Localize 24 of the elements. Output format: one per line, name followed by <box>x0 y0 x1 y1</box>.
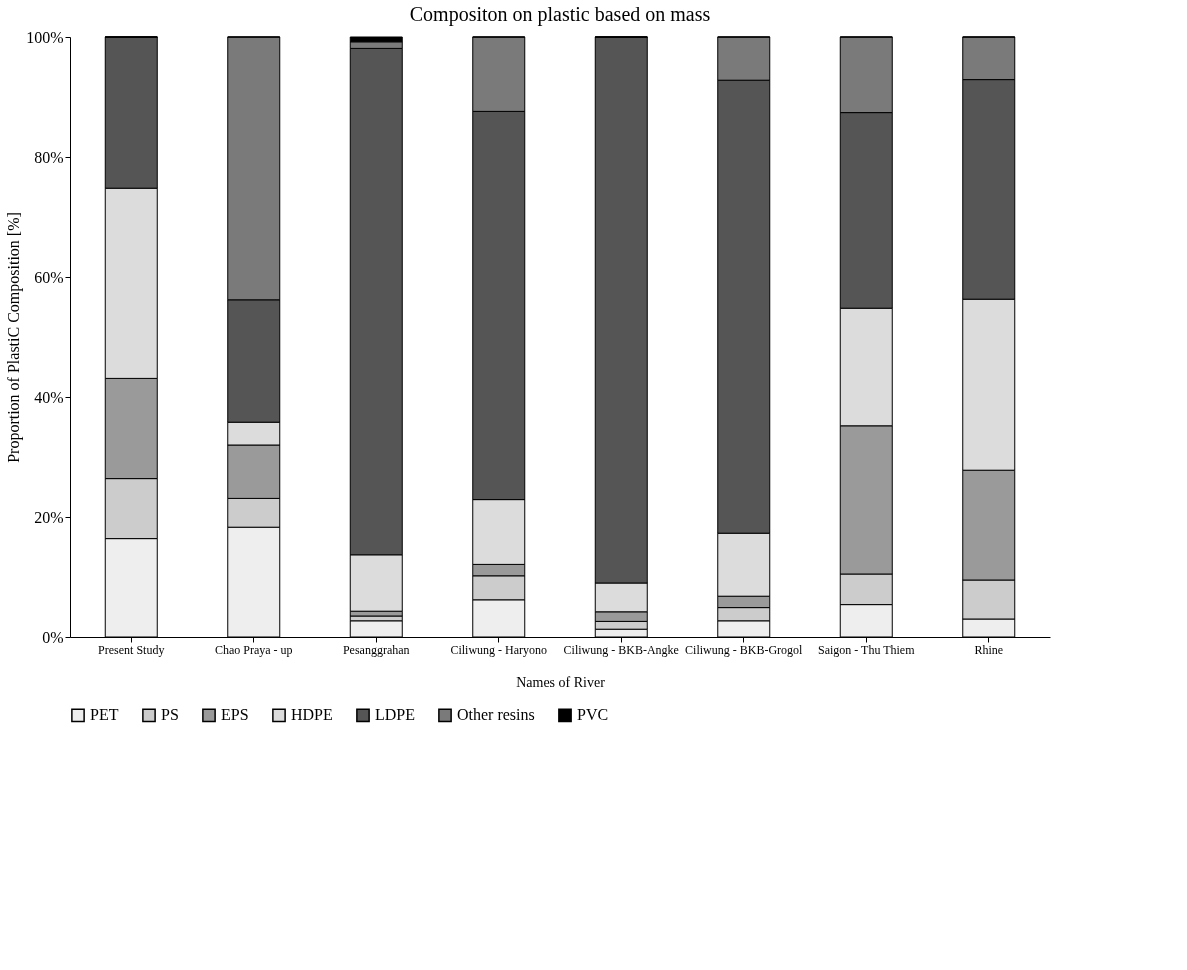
legend-label: EPS <box>221 706 249 724</box>
x-tick-label: Ciliwung - BKB-Angke <box>563 642 679 657</box>
y-tick-label: 80% <box>34 148 64 166</box>
y-tick-label: 100% <box>26 28 64 46</box>
x-tick-label: Rhine <box>974 642 1004 657</box>
legend-label: LDPE <box>375 706 415 724</box>
y-tick-label: 40% <box>34 388 64 406</box>
legend-label: HDPE <box>291 706 333 724</box>
x-tick-label: Chao Praya - up <box>214 642 293 657</box>
legend-label: Other resins <box>457 706 535 724</box>
y-tick-label: 0% <box>42 628 64 646</box>
x-tick-label: Pesanggrahan <box>342 642 410 657</box>
legend-label: PS <box>161 706 179 724</box>
x-tick-label: Saigon - Thu Thiem <box>817 642 916 657</box>
x-axis-title: Names of River <box>516 674 606 690</box>
legend-label: PET <box>90 706 119 724</box>
y-tick-label: 20% <box>34 508 64 526</box>
legend-label: PVC <box>577 706 609 724</box>
y-tick-label: 60% <box>34 268 64 286</box>
y-axis-title: Proportion of PlastiC Composition [%] <box>5 212 24 463</box>
x-tick-label: Ciliwung - Haryono <box>450 642 548 657</box>
x-tick-label: Ciliwung - BKB-Grogol <box>685 642 804 657</box>
x-tick-label: Present Study <box>98 642 165 657</box>
chart-title: Compositon on plastic based on mass <box>409 3 711 26</box>
